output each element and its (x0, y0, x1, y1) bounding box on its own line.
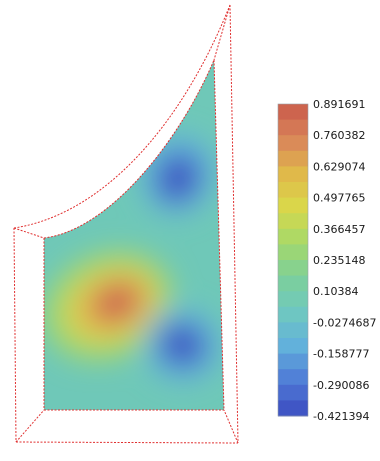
colorbar-tick-label: 0.366457 (313, 223, 366, 236)
colorbar-band (278, 213, 308, 230)
colorbar-band (278, 291, 308, 308)
field-min-region-lower-core (160, 324, 204, 366)
colorbar-band (278, 228, 308, 245)
colorbar-band (278, 197, 308, 214)
colorbar-band (278, 353, 308, 370)
colorbar-tick-label: 0.10384 (313, 285, 359, 298)
colorbar-tick-label: -0.421394 (313, 410, 369, 423)
colorbar-band (278, 338, 308, 355)
colorbar-tick-label: 0.235148 (313, 254, 366, 267)
colorbar-tick-label: 0.760382 (313, 129, 366, 142)
frame-edge (15, 409, 45, 443)
colorbar-band (278, 322, 308, 339)
frame-inner-curve (43, 59, 215, 239)
colorbar-band (278, 135, 308, 152)
colorbar-border (277, 103, 309, 417)
colorbar-band (278, 166, 308, 183)
colorbar-tick-label: 0.629074 (313, 160, 366, 173)
frame-edge (13, 227, 45, 239)
colorbar-band (278, 260, 308, 277)
colorbar-tick-label: 0.891691 (313, 98, 366, 111)
bounding-frame (13, 4, 239, 444)
frame-edge (213, 59, 225, 411)
colorbar-band (278, 384, 308, 401)
field-max-region-core (98, 288, 134, 318)
colorbar-tick-label: -0.158777 (313, 348, 369, 361)
frame-edge (213, 4, 231, 61)
colorbar-band (278, 275, 308, 292)
frame-edge (15, 441, 239, 444)
field-min-region-upper-core (157, 154, 199, 202)
colorbar-tick-label: 0.497765 (313, 192, 366, 205)
colorbar: 0.891691 0.760382 0.629074 0.497765 0.366457… (277, 98, 376, 423)
colorbar-band (278, 244, 308, 261)
colorbar-band (278, 150, 308, 167)
colorbar-tick-label: -0.0274687 (313, 316, 376, 329)
colorbar-band (278, 306, 308, 323)
colorbar-band (278, 400, 308, 417)
frame-edge (229, 4, 239, 444)
colorbar-band (278, 182, 308, 199)
colorbar-band (278, 119, 308, 136)
colorbar-band (278, 104, 308, 121)
frame-edge (13, 227, 17, 443)
colorbar-tick-label: -0.290086 (313, 379, 369, 392)
colorbar-band (278, 369, 308, 386)
frame-edge (223, 409, 239, 444)
